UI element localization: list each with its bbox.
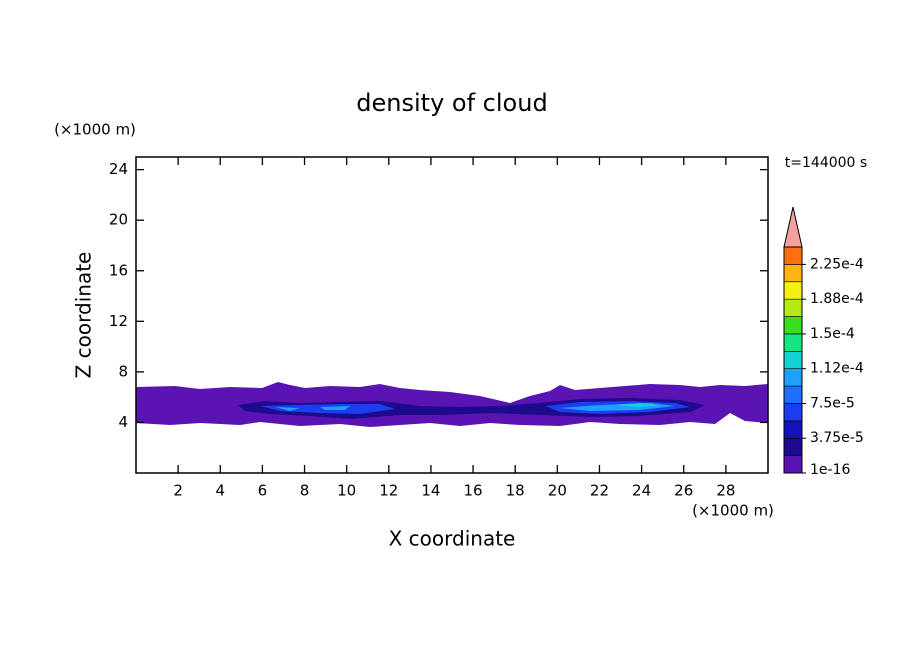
colorbar-band — [783, 385, 803, 404]
y-unit: (×1000 m) — [54, 121, 136, 139]
x-tick-label: 22 — [590, 482, 609, 500]
x-tick-label: 14 — [421, 482, 440, 500]
colorbar-label: 1.12e-4 — [810, 361, 864, 377]
colorbar-band — [783, 420, 803, 439]
x-tick-label: 28 — [716, 482, 735, 500]
x-tick-label: 20 — [548, 482, 567, 500]
x-axis-label: X coordinate — [389, 527, 516, 551]
colorbar-band — [783, 351, 803, 369]
colorbar-label: 7.5e-5 — [810, 395, 855, 411]
plot-frame — [135, 156, 769, 474]
annotation: t=144000 s — [785, 155, 867, 171]
x-tick-label: 6 — [258, 482, 268, 500]
y-tick-label: 8 — [118, 362, 128, 380]
cloud-region — [260, 401, 690, 414]
colorbar-band — [783, 403, 803, 422]
y-tick-label: 12 — [109, 312, 128, 330]
colorbar-extend — [783, 206, 803, 248]
y-tick-label: 24 — [109, 160, 128, 178]
x-tick-label: 16 — [464, 482, 483, 500]
colorbar-band — [783, 437, 803, 456]
colorbar-band — [783, 368, 803, 387]
colorbar-band — [783, 246, 803, 265]
x-tick-label: 18 — [506, 482, 525, 500]
colorbar-band — [783, 316, 803, 335]
colorbar-label: 1.5e-4 — [810, 326, 855, 342]
colorbar-band — [783, 264, 803, 283]
colorbar-band — [783, 333, 803, 352]
colorbar-label: 1.88e-4 — [810, 291, 864, 307]
colorbar-label: 2.25e-4 — [810, 256, 864, 272]
colorbar-band — [783, 455, 803, 474]
x-tick-label: 12 — [379, 482, 398, 500]
colorbar-band — [783, 298, 803, 317]
x-tick-label: 8 — [300, 482, 310, 500]
y-tick-label: 20 — [109, 211, 128, 229]
cloud-region — [275, 403, 675, 411]
x-tick-label: 26 — [674, 482, 693, 500]
y-tick-label: 16 — [109, 261, 128, 279]
colorbar-band — [783, 281, 803, 300]
colorbar-frame — [783, 246, 803, 474]
y-tick-label: 4 — [118, 413, 128, 431]
chart-title: density of cloud — [356, 89, 547, 117]
y-axis-label: Z coordinate — [72, 252, 96, 379]
x-unit: (×1000 m) — [692, 502, 774, 520]
colorbar-label: 1e-16 — [810, 462, 850, 478]
x-tick-label: 4 — [215, 482, 225, 500]
x-tick-label: 10 — [337, 482, 356, 500]
x-tick-label: 2 — [173, 482, 183, 500]
cloud-region — [615, 403, 660, 407]
x-tick-label: 24 — [632, 482, 651, 500]
contour-field — [136, 382, 768, 427]
colorbar-label: 3.75e-5 — [810, 430, 864, 446]
